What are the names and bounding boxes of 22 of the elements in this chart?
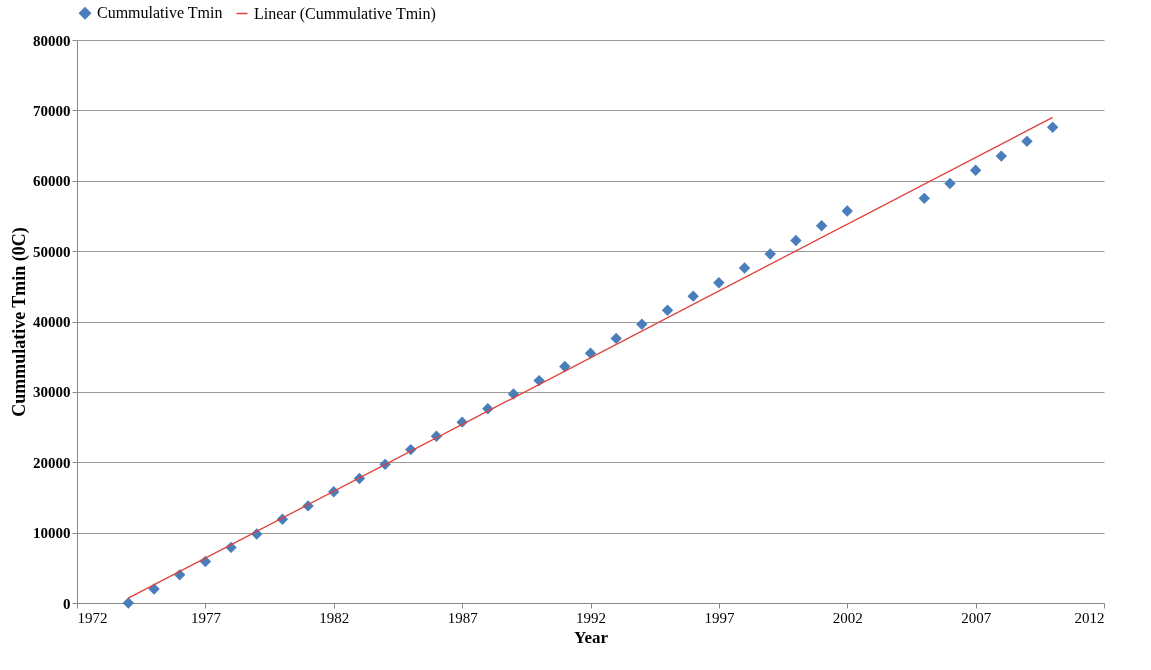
legend-label: Linear (Cummulative Tmin) (254, 4, 436, 23)
legend-label: Cummulative Tmin (97, 4, 223, 22)
y-tick-label: 30000 (33, 384, 71, 401)
x-tick-label: 1987 (447, 609, 479, 626)
x-axis-title: Year (574, 627, 609, 647)
y-axis-title: Cummulative Tmin (0C) (9, 227, 30, 417)
y-tick-label: 10000 (33, 525, 71, 542)
x-tick-label: 1982 (319, 609, 350, 626)
y-tick-label: 50000 (33, 243, 71, 260)
x-tick-label: 1977 (190, 609, 222, 626)
x-tick-label: 1972 (77, 609, 108, 626)
y-tick-label: 70000 (33, 102, 71, 119)
x-tick-label: 1992 (576, 609, 606, 626)
x-tick-label: 1997 (704, 609, 735, 626)
x-tick-label: 2007 (961, 609, 992, 626)
x-tick-label: 2012 (1074, 609, 1105, 626)
y-tick-label: 0 (63, 595, 71, 612)
y-tick-label: 80000 (33, 32, 71, 49)
y-tick-label: 40000 (33, 314, 71, 330)
x-tick-label: 2002 (832, 609, 863, 626)
y-tick-label: 20000 (33, 454, 71, 471)
y-tick-label: 60000 (33, 173, 71, 190)
